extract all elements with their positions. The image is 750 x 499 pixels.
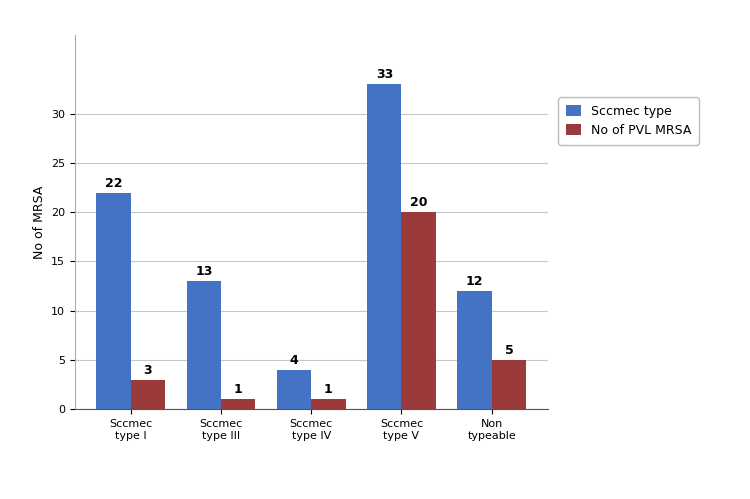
- Text: 5: 5: [505, 344, 513, 357]
- Bar: [401, 212, 436, 409]
- Bar: [187, 281, 221, 409]
- Text: 20: 20: [410, 196, 428, 209]
- Bar: [311, 399, 346, 409]
- Bar: [277, 370, 311, 409]
- Bar: [492, 360, 526, 409]
- Text: 4: 4: [290, 354, 298, 367]
- Legend: Sccmec type, No of PVL MRSA: Sccmec type, No of PVL MRSA: [559, 97, 699, 145]
- Bar: [221, 399, 255, 409]
- Text: 13: 13: [195, 265, 212, 278]
- Bar: [458, 291, 492, 409]
- Text: 22: 22: [105, 177, 122, 190]
- Text: 1: 1: [234, 383, 242, 396]
- Text: 12: 12: [466, 275, 483, 288]
- Y-axis label: No of MRSA: No of MRSA: [32, 185, 46, 259]
- Text: 3: 3: [143, 364, 152, 377]
- Bar: [368, 84, 401, 409]
- Bar: [130, 380, 165, 409]
- Bar: [97, 193, 130, 409]
- Text: 1: 1: [324, 383, 333, 396]
- Text: 33: 33: [376, 68, 393, 81]
